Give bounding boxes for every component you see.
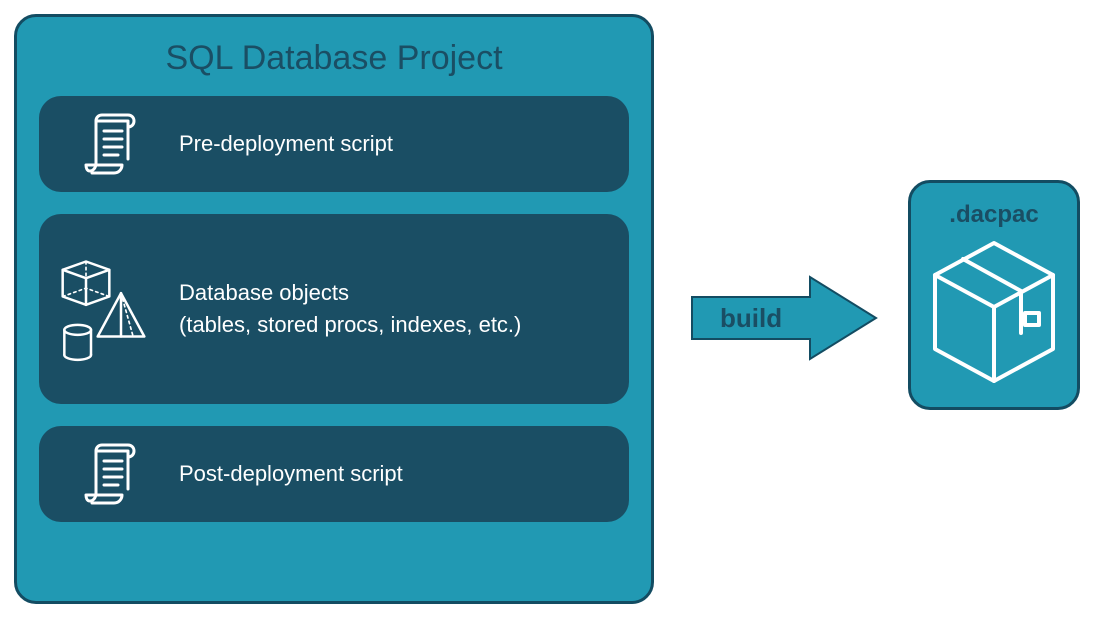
package-icon: [929, 237, 1059, 392]
sql-project-container: SQL Database Project Pre-deployment scri…: [14, 14, 654, 604]
dacpac-output: .dacpac: [908, 180, 1080, 410]
scroll-icon: [61, 443, 161, 505]
dacpac-title: .dacpac: [949, 201, 1038, 229]
row-db-objects: Database objects (tables, stored procs, …: [39, 214, 629, 404]
scroll-icon: [61, 113, 161, 175]
project-title: SQL Database Project: [39, 39, 629, 78]
arrow-icon: [690, 273, 880, 363]
row-pre-deployment-label: Pre-deployment script: [179, 128, 393, 160]
row-post-deployment: Post-deployment script: [39, 426, 629, 522]
row-db-objects-label: Database objects (tables, stored procs, …: [179, 277, 521, 341]
geometric-shapes-icon: [61, 244, 161, 374]
build-arrow-label: build: [720, 303, 782, 334]
row-pre-deployment: Pre-deployment script: [39, 96, 629, 192]
build-arrow: build: [690, 278, 880, 358]
row-post-deployment-label: Post-deployment script: [179, 458, 403, 490]
